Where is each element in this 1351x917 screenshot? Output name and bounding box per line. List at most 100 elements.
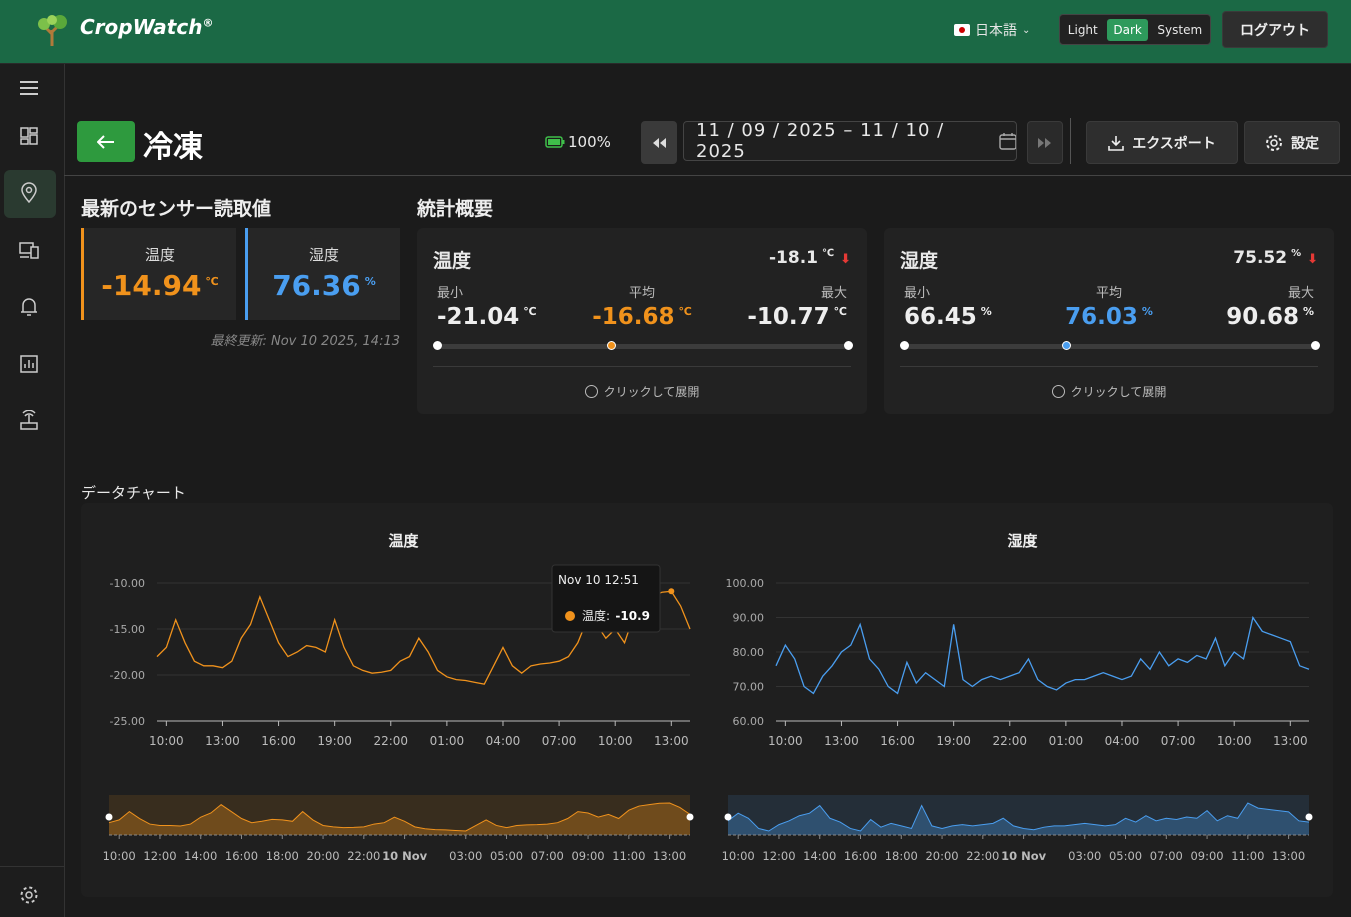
- y-tick-label: 100.00: [726, 577, 765, 590]
- expand[interactable]: クリックして展開: [884, 383, 1334, 400]
- value: -16.68: [592, 304, 675, 330]
- unit: %: [1291, 248, 1302, 260]
- zoom-tick-label: 20:00: [925, 849, 958, 863]
- theme-dark[interactable]: Dark: [1107, 18, 1148, 41]
- x-tick-label: 16:00: [880, 734, 915, 748]
- settings-button[interactable]: 設定: [1244, 121, 1340, 164]
- y-tick-label: -20.00: [110, 669, 145, 682]
- zoom-tick-label: 03:00: [449, 849, 482, 863]
- tooltip-time: Nov 10 12:51: [558, 573, 639, 587]
- x-tick-label: 01:00: [430, 734, 465, 748]
- unit: ℃: [833, 305, 847, 319]
- avg-label: 平均: [1095, 286, 1122, 301]
- zoom-tick-label: 13:00: [653, 849, 686, 863]
- unit: %: [1302, 305, 1314, 319]
- zoom-tick-label: 09:00: [571, 849, 604, 863]
- sidebar: [0, 64, 65, 917]
- value: -21.04: [437, 304, 520, 330]
- x-tick-label: 19:00: [317, 734, 352, 748]
- zoom-background: [728, 795, 1309, 835]
- stats-current: 75.52% ⬇: [1233, 248, 1318, 268]
- zoom-handle: [686, 813, 694, 821]
- date-range[interactable]: 11 / 09 / 2025 – 11 / 10 / 2025: [683, 120, 1017, 162]
- avg-label: 平均: [628, 286, 655, 301]
- battery: 100%: [545, 133, 611, 151]
- x-tick-label: 13:00: [654, 734, 689, 748]
- zoom-handle: [105, 813, 113, 821]
- zoom-tick-label: 18:00: [266, 849, 299, 863]
- theme-system[interactable]: System: [1157, 22, 1203, 37]
- x-tick-label: 07:00: [542, 734, 577, 748]
- line: [775, 615, 1310, 695]
- brand-name: CropWatch: [80, 15, 203, 39]
- x-tick-label: 10:00: [598, 734, 633, 748]
- x-tick-label: 10:00: [149, 734, 184, 748]
- expand[interactable]: クリックして展開: [417, 383, 867, 400]
- page-title: 冷凍: [143, 130, 203, 165]
- trend-down: ⬇: [1307, 252, 1318, 267]
- reading-value: 76.36: [272, 269, 361, 302]
- expand-icon: [584, 385, 598, 398]
- alerts-icon[interactable]: [14, 292, 44, 322]
- zoom-area: [728, 803, 1309, 835]
- x-tick-label: 07:00: [1161, 734, 1196, 748]
- max-marker: [1310, 341, 1320, 350]
- last-updated: 最終更新: Nov 10 2025, 14:13: [210, 334, 400, 349]
- min-marker: [432, 341, 442, 350]
- x-tick-label: 22:00: [992, 734, 1027, 748]
- language-select[interactable]: 日本語 ⌄: [954, 20, 1030, 40]
- range-bar: [432, 341, 853, 350]
- battery-level: 100%: [568, 133, 611, 151]
- menu-icon[interactable]: [14, 73, 44, 103]
- max-value: -10.77 ℃: [747, 304, 847, 330]
- reading-unit: ℃: [205, 274, 219, 288]
- next-range-button[interactable]: [1027, 121, 1063, 164]
- zoom-tick-label: 05:00: [490, 849, 523, 863]
- prev-range-button[interactable]: [641, 121, 677, 164]
- trend-down: ⬇: [840, 252, 851, 267]
- location-icon[interactable]: [14, 178, 44, 208]
- y-tick-label: -10.00: [110, 577, 145, 590]
- tooltip-marker: [565, 611, 575, 621]
- chart-title: 温度: [388, 532, 418, 550]
- avg-value: -16.68 ℃: [417, 304, 867, 330]
- gateway-icon[interactable]: [14, 406, 44, 436]
- location-active[interactable]: [4, 170, 56, 218]
- zoom-tick-label: 22:00: [966, 849, 999, 863]
- x-tick-label: 04:00: [486, 734, 521, 748]
- zoom-tick-label: 05:00: [1109, 849, 1142, 863]
- y-tick-label: 60.00: [733, 715, 765, 728]
- tooltip-value: -10.9: [615, 609, 650, 623]
- x-tick-label: 10:00: [1217, 734, 1252, 748]
- settings-label: 設定: [1291, 135, 1319, 152]
- unit: ℃: [523, 305, 537, 319]
- zoom-handle: [1305, 813, 1313, 821]
- unit: ℃: [678, 305, 692, 319]
- reading-unit: %: [364, 274, 376, 288]
- stats-card[interactable]: 温度 -18.1 ℃ ⬇ 最小 -21.04 ℃ 平均 -16.68 ℃ 最大 -10.77 ℃ クリック…: [417, 228, 867, 414]
- x-tick-label: 10:00: [768, 734, 803, 748]
- reading-card: 温度 -14.94 ℃: [81, 228, 236, 320]
- y-tick-label: 80.00: [733, 646, 765, 659]
- logout-button[interactable]: ログアウト: [1222, 11, 1328, 48]
- zoom-tick-label: 10 Nov: [1001, 849, 1047, 863]
- dashboard-icon[interactable]: [14, 121, 44, 151]
- unit: ℃: [821, 248, 835, 260]
- x-tick-label: 04:00: [1105, 734, 1140, 748]
- reports-icon[interactable]: [14, 349, 44, 379]
- export-button[interactable]: エクスポート: [1086, 121, 1238, 164]
- devices-icon[interactable]: [14, 235, 44, 265]
- zoom-tick-label: 18:00: [885, 849, 918, 863]
- zoom-tick-label: 09:00: [1190, 849, 1223, 863]
- divider: [433, 366, 851, 367]
- y-tick-label: -15.00: [110, 623, 145, 636]
- settings-icon[interactable]: [14, 880, 44, 910]
- zoom-tick-label: 11:00: [612, 849, 645, 863]
- max-value: 90.68%: [1226, 304, 1314, 330]
- stats-card[interactable]: 湿度 75.52% ⬇ 最小 66.45% 平均 76.03% 最大 90.68% クリックして展…: [884, 228, 1334, 414]
- back-button[interactable]: [77, 121, 135, 162]
- theme-light[interactable]: Light: [1067, 22, 1098, 37]
- x-tick-label: 16:00: [261, 734, 296, 748]
- zoom-tick-label: 14:00: [184, 849, 217, 863]
